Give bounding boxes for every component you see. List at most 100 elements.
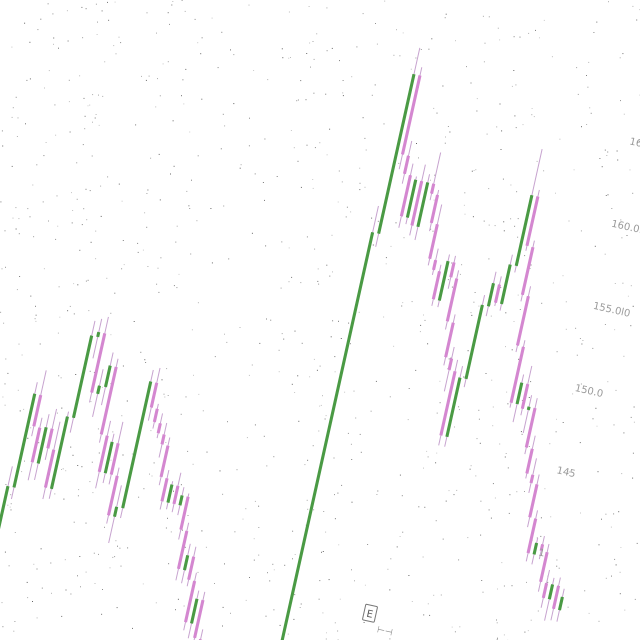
speckle [332, 320, 334, 322]
speckle [254, 500, 256, 502]
candle-body-down [402, 155, 410, 175]
speckle [375, 23, 376, 24]
speckle [527, 630, 529, 632]
speckle [517, 218, 519, 220]
candle-body-up [36, 427, 48, 464]
candle-body-down [520, 383, 530, 410]
speckle [459, 273, 461, 275]
speckle [442, 85, 444, 87]
speckle [623, 113, 625, 115]
speckle [594, 245, 596, 247]
speckle [524, 491, 525, 492]
speckle [108, 19, 110, 21]
speckle [615, 564, 617, 566]
speckle [94, 583, 96, 584]
speckle [519, 309, 521, 310]
speckle [107, 1, 108, 3]
speckle [340, 338, 342, 339]
candle-body-down [149, 382, 159, 408]
candle [273, 205, 379, 640]
candle [120, 369, 154, 519]
speckle [436, 112, 438, 114]
speckle [503, 585, 505, 587]
speckle [552, 282, 554, 284]
speckle [102, 95, 104, 97]
candle [34, 414, 50, 481]
speckle [362, 117, 364, 119]
speckle [70, 593, 72, 595]
speckle [38, 442, 40, 444]
speckle [266, 465, 268, 467]
candle-body-down [439, 371, 457, 436]
candle-body-down [524, 407, 537, 448]
speckle [147, 189, 149, 191]
speckle [197, 155, 199, 157]
speckle [616, 150, 618, 152]
speckle [402, 531, 404, 533]
speckle [331, 234, 333, 236]
candle [108, 421, 124, 485]
speckle [5, 266, 6, 268]
speckle [48, 70, 50, 72]
speckle [98, 452, 100, 454]
speckle [79, 556, 81, 557]
speckle [506, 391, 508, 393]
speckle [354, 580, 355, 582]
speckle [572, 393, 574, 395]
speckle [201, 98, 203, 100]
speckle [147, 266, 149, 267]
speckle [499, 39, 501, 41]
speckle [342, 95, 344, 97]
speckle [427, 343, 429, 345]
speckle [514, 115, 516, 117]
speckle [346, 206, 348, 208]
speckle [258, 554, 260, 556]
speckle [184, 10, 186, 12]
speckle [57, 332, 59, 334]
speckle [619, 593, 621, 595]
speckle [85, 280, 87, 282]
candle-body-up [437, 260, 450, 301]
candle-body-down [172, 485, 180, 505]
speckle [167, 517, 168, 519]
speckle [180, 413, 182, 415]
speckle [507, 467, 509, 469]
speckle [480, 500, 482, 502]
speckle [58, 286, 60, 288]
speckle [448, 358, 450, 360]
speckle [13, 630, 15, 632]
speckle [98, 124, 100, 126]
speckle [393, 54, 395, 56]
speckle [528, 446, 530, 447]
speckle [342, 80, 344, 81]
speckle [500, 287, 502, 288]
speckle [12, 217, 14, 219]
speckle [356, 46, 358, 48]
speckle [620, 547, 622, 548]
speckle [83, 208, 85, 210]
speckle [114, 1, 116, 3]
speckle [342, 92, 344, 94]
speckle [94, 117, 96, 119]
speckle [322, 395, 323, 397]
candle-body-down [97, 435, 109, 473]
speckle [531, 108, 533, 109]
candle [544, 577, 555, 621]
candle [398, 163, 414, 228]
speckle [267, 79, 269, 81]
speckle [503, 634, 505, 636]
speckle [633, 421, 635, 423]
speckle [55, 134, 57, 136]
speckle [424, 319, 426, 321]
speckle [71, 222, 73, 224]
speckle [634, 598, 636, 600]
candle-body-down [431, 270, 442, 300]
speckle [133, 321, 135, 322]
speckle [222, 113, 224, 115]
speckle [185, 68, 187, 70]
speckle [145, 362, 147, 363]
speckle [459, 626, 461, 628]
speckle [65, 470, 67, 472]
speckle [101, 386, 103, 388]
